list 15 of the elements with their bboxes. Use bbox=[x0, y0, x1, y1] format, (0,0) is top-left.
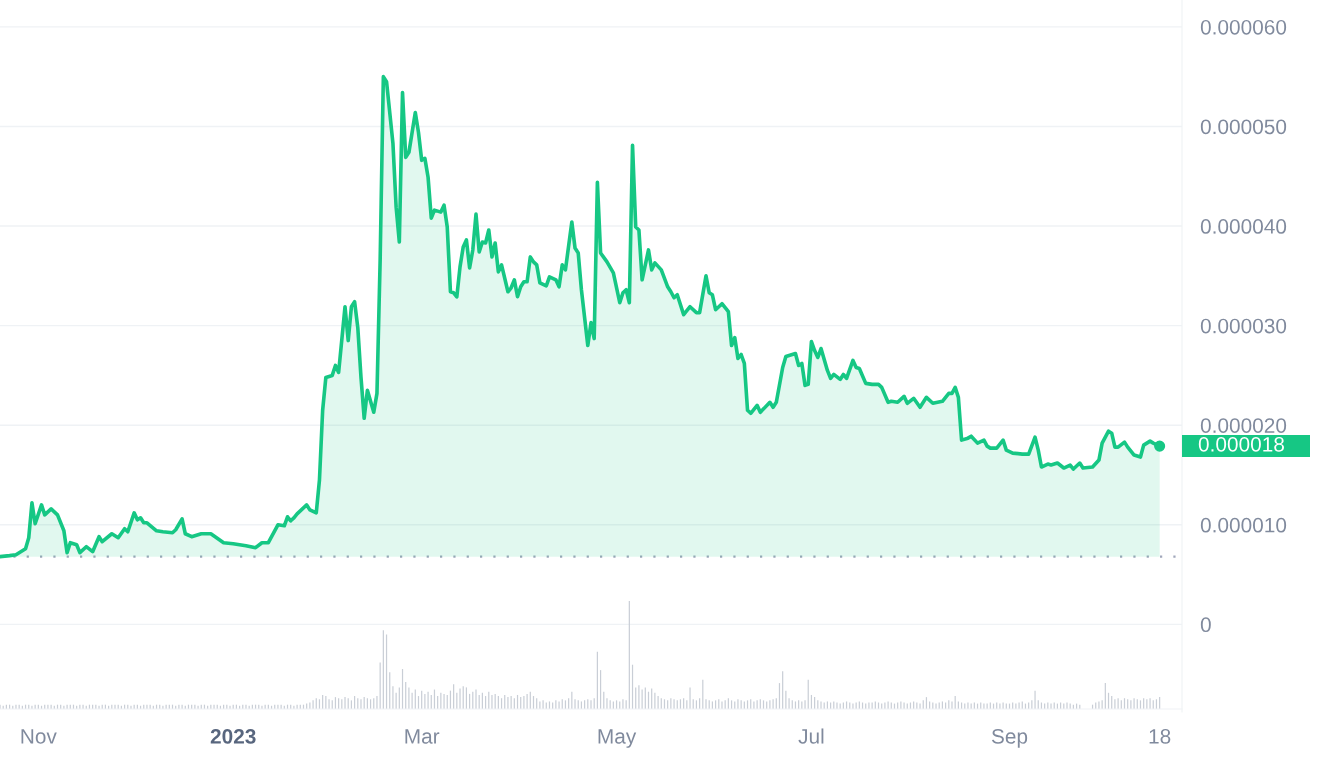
x-tick-label: 18 bbox=[1149, 728, 1171, 744]
x-tick-label: May bbox=[598, 729, 637, 748]
x-tick-label: 2023 bbox=[210, 728, 256, 744]
y-tick-label: 0.000020 bbox=[1200, 418, 1287, 433]
x-tick-label: Mar bbox=[405, 729, 440, 744]
x-tick-label: Jul bbox=[798, 728, 824, 744]
y-tick-label: 0.000040 bbox=[1200, 219, 1287, 234]
y-tick-label: 0.000010 bbox=[1200, 517, 1287, 533]
y-tick-label: 0 bbox=[1200, 617, 1211, 633]
x-tick-label: Nov bbox=[21, 729, 57, 744]
y-tick-label: 0.000050 bbox=[1200, 119, 1287, 135]
x-tick-label: Sep bbox=[991, 728, 1028, 748]
y-tick-label: 0.000030 bbox=[1200, 318, 1287, 334]
annotation: 0.000018 bbox=[1198, 436, 1284, 452]
y-tick-label: 0.000060 bbox=[1200, 19, 1287, 35]
